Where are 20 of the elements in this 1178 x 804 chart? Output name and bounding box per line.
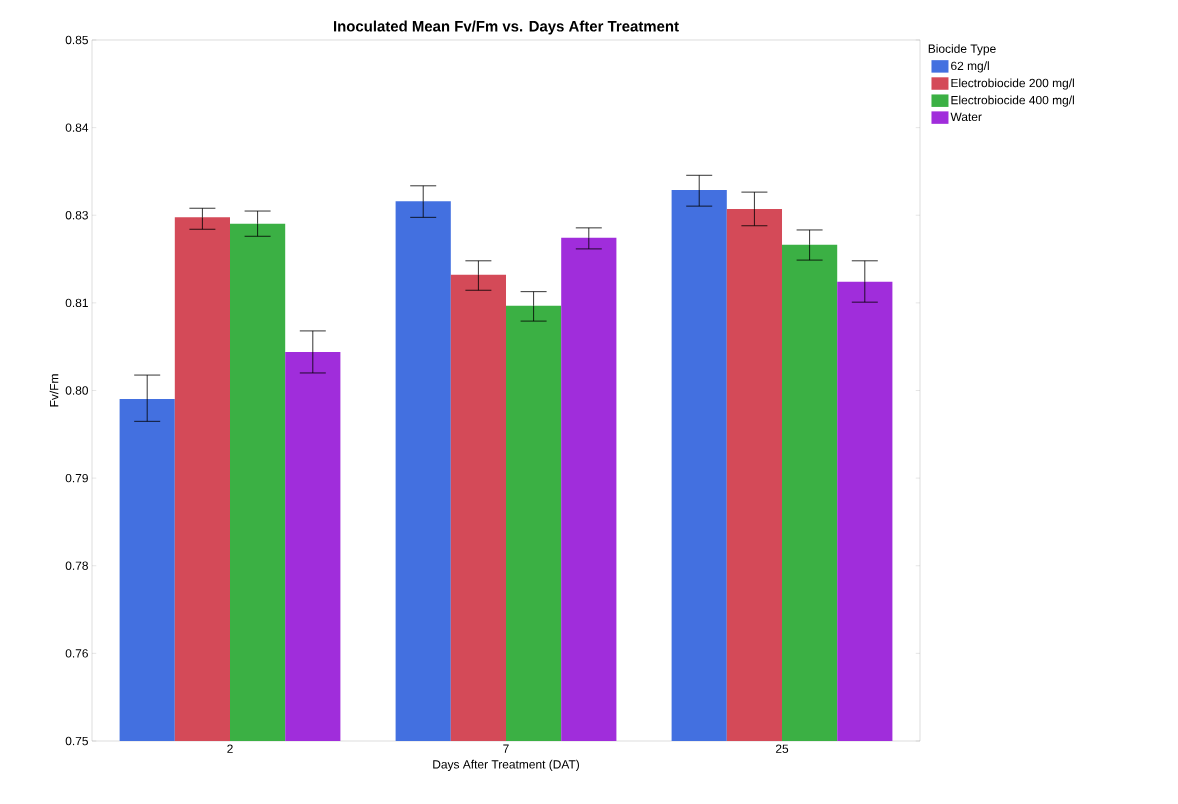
y-tick-label: 0.81 — [65, 298, 88, 308]
y-tick-label: 0.85 — [65, 35, 88, 45]
y-tick-label: 0.78 — [65, 561, 88, 570]
y-tick-label: 0.76 — [65, 649, 88, 658]
x-tick-label: 25 — [775, 744, 789, 753]
x-tick-label: 2 — [227, 744, 233, 753]
y-axis-title: Fv/Fm — [49, 374, 59, 407]
y-tick-label: 0.84 — [65, 123, 89, 132]
legend-label: Electrobiocide 400 mg/l — [951, 95, 1074, 107]
y-tick-label: 0.83 — [65, 211, 88, 220]
x-tick-label: 7 — [503, 744, 509, 753]
legend-label: Water — [950, 112, 982, 122]
legend-label: 62 mg/l — [951, 61, 989, 73]
y-tick-label: 0.79 — [65, 473, 88, 483]
y-tick-label: 0.80 — [65, 386, 89, 395]
legend-label: Electrobiocide 200 mg/l — [951, 78, 1074, 90]
x-axis-title: Days After Treatment (DAT) — [433, 759, 579, 771]
chart-title: Inoculated Mean Fv/Fm vs. Days After Treatment — [333, 20, 679, 35]
y-tick-label: 0.75 — [65, 736, 88, 746]
legend-title: Biocide Type — [928, 44, 996, 56]
